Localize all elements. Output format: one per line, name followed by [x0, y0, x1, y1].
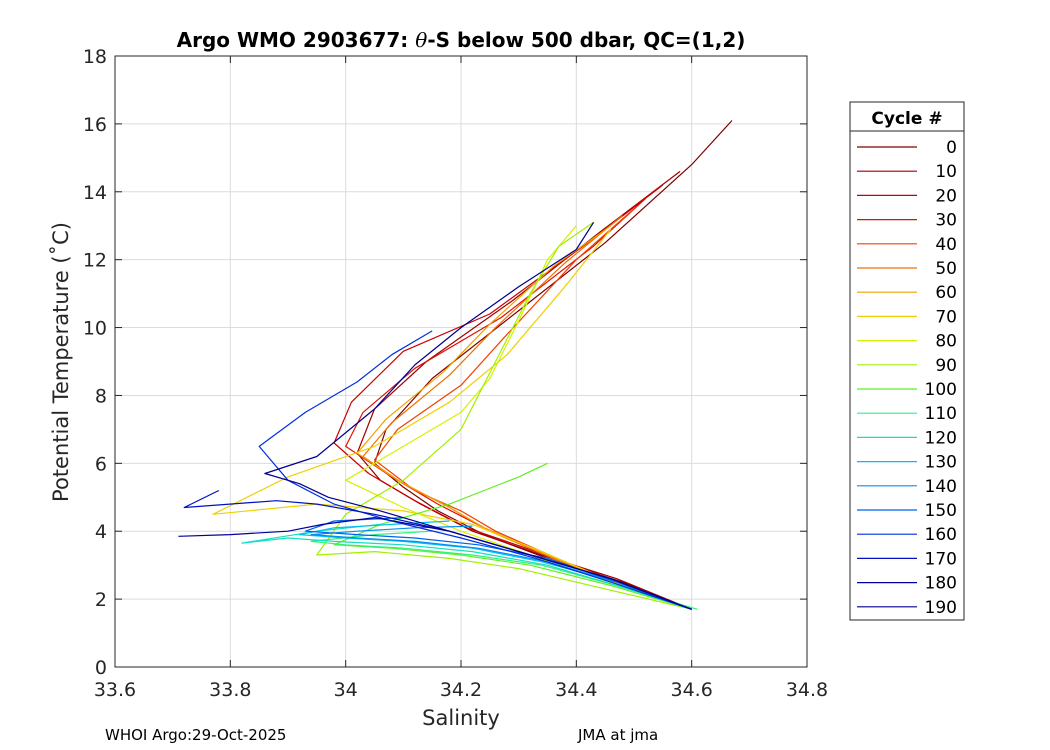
legend-label-160: 160 — [925, 525, 957, 545]
legend-label-0: 0 — [946, 138, 957, 158]
y-tick-label: 16 — [83, 114, 107, 136]
y-tick-label: 4 — [95, 521, 107, 543]
y-tick-label: 10 — [83, 318, 107, 340]
chart-title-prefix: Argo WMO 2903677: — [177, 28, 416, 52]
footer-institution: JMA at jma — [578, 726, 659, 744]
x-tick-label: 34 — [334, 679, 358, 701]
y-ticks: 0 2 4 6 8 10 12 14 16 18 — [83, 46, 807, 679]
legend-label-10: 10 — [935, 162, 957, 182]
series-line-cycle-70 — [212, 228, 692, 610]
y-axis-label: Potential Temperature (˚C) — [49, 222, 73, 502]
chart-title-suffix: -S below 500 dbar, QC=(1,2) — [427, 28, 745, 52]
series-line-cycle-100 — [333, 462, 692, 610]
legend-label-120: 120 — [925, 428, 957, 448]
legend-label-30: 30 — [935, 211, 957, 231]
x-tick-label: 34.8 — [786, 679, 828, 701]
series-line-cycle-90 — [316, 221, 692, 610]
legend-label-40: 40 — [935, 235, 957, 255]
legend: Cycle # 0 10 20 30 40 50 60 70 80 90 100 110 120 130 1… — [849, 101, 965, 621]
series-line-cycle-140 — [310, 525, 692, 610]
x-tick-label: 33.8 — [209, 679, 251, 701]
legend-label-20: 20 — [935, 186, 957, 206]
series-line-cycle-190 — [264, 221, 692, 610]
legend-label-60: 60 — [935, 283, 957, 303]
legend-label-170: 170 — [925, 549, 957, 569]
y-tick-label: 14 — [83, 182, 107, 204]
y-tick-label: 0 — [95, 657, 107, 679]
legend-items: 0 10 20 30 40 50 60 70 80 90 100 110 120 130 140 150 160… — [857, 138, 957, 618]
legend-label-130: 130 — [925, 453, 957, 473]
legend-label-90: 90 — [935, 356, 957, 376]
chart-title-theta: θ — [415, 28, 427, 52]
legend-label-180: 180 — [925, 574, 957, 594]
series-line-cycle-60 — [356, 225, 692, 610]
legend-label-190: 190 — [925, 598, 957, 618]
y-tick-label: 18 — [83, 46, 107, 68]
y-tick-label: 8 — [95, 385, 107, 407]
legend-label-140: 140 — [925, 477, 957, 497]
series-layer — [178, 120, 733, 610]
x-tick-label: 34.4 — [555, 679, 597, 701]
legend-label-80: 80 — [935, 332, 957, 352]
legend-label-70: 70 — [935, 307, 957, 327]
y-tick-label: 12 — [83, 250, 107, 272]
series-line-cycle-120 — [241, 523, 692, 610]
y-tick-label: 6 — [95, 453, 107, 475]
x-ticks: 33.6 33.8 34 34.2 34.4 34.6 34.8 — [94, 56, 828, 701]
legend-label-50: 50 — [935, 259, 957, 279]
x-tick-label: 33.6 — [94, 679, 136, 701]
x-tick-label: 34.6 — [671, 679, 713, 701]
legend-title: Cycle # — [871, 109, 942, 129]
x-tick-label: 34.2 — [440, 679, 482, 701]
y-tick-label: 2 — [95, 589, 107, 611]
series-line-cycle-160 — [258, 330, 692, 610]
legend-label-110: 110 — [925, 404, 957, 424]
legend-label-100: 100 — [925, 380, 957, 400]
chart-title: Argo WMO 2903677: θ-S below 500 dbar, QC… — [177, 28, 746, 52]
legend-label-150: 150 — [925, 501, 957, 521]
x-axis-label: Salinity — [422, 706, 500, 730]
footer-source: WHOI Argo:29-Oct-2025 — [105, 726, 287, 744]
